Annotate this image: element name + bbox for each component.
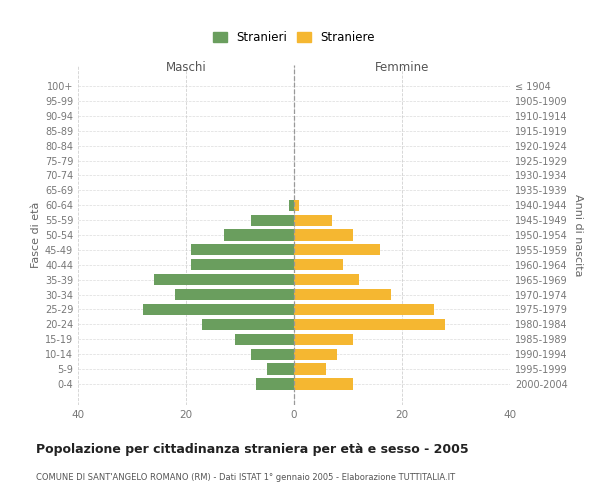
Bar [294, 244, 380, 256]
Text: Femmine: Femmine [375, 61, 429, 74]
Bar [294, 364, 326, 374]
Bar [202, 319, 294, 330]
Bar [294, 259, 343, 270]
Bar [294, 319, 445, 330]
Bar [294, 274, 359, 285]
Text: Maschi: Maschi [166, 61, 206, 74]
Y-axis label: Fasce di età: Fasce di età [31, 202, 41, 268]
Y-axis label: Anni di nascita: Anni di nascita [573, 194, 583, 276]
Bar [294, 289, 391, 300]
Bar [294, 378, 353, 390]
Bar [224, 230, 294, 240]
Bar [294, 334, 353, 345]
Legend: Stranieri, Straniere: Stranieri, Straniere [208, 26, 380, 49]
Bar [294, 230, 353, 240]
Bar [294, 214, 332, 226]
Bar [154, 274, 294, 285]
Bar [251, 214, 294, 226]
Bar [294, 304, 434, 315]
Text: COMUNE DI SANT'ANGELO ROMANO (RM) - Dati ISTAT 1° gennaio 2005 - Elaborazione TU: COMUNE DI SANT'ANGELO ROMANO (RM) - Dati… [36, 472, 455, 482]
Bar [191, 259, 294, 270]
Bar [191, 244, 294, 256]
Bar [256, 378, 294, 390]
Bar [267, 364, 294, 374]
Text: Popolazione per cittadinanza straniera per età e sesso - 2005: Popolazione per cittadinanza straniera p… [36, 442, 469, 456]
Bar [235, 334, 294, 345]
Bar [143, 304, 294, 315]
Bar [251, 348, 294, 360]
Bar [294, 200, 299, 211]
Bar [175, 289, 294, 300]
Bar [289, 200, 294, 211]
Bar [294, 348, 337, 360]
